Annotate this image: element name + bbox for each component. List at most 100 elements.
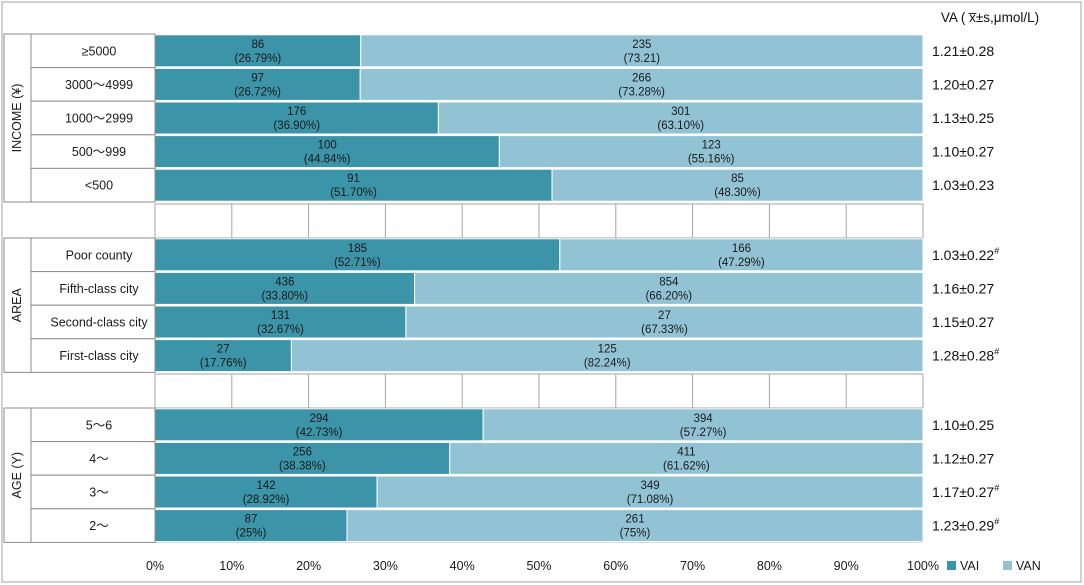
significance-mark: # [994, 347, 999, 357]
category-label: 5～6 [86, 418, 112, 432]
category-label: 4～ [89, 452, 108, 466]
category-label: Poor county [66, 248, 133, 262]
bar-van [376, 475, 924, 509]
van-count-label: 349 [640, 480, 659, 492]
vai-count-label: 294 [309, 413, 329, 425]
bar-vai [154, 238, 561, 272]
bar-vai [154, 509, 348, 543]
legend-label: VAN [1016, 559, 1041, 573]
category-cell [30, 237, 156, 273]
vai-percent-label: (52.71%) [334, 257, 381, 269]
stat-value: 1.03±0.22# [932, 246, 999, 263]
x-tick-label: 100% [907, 559, 939, 573]
x-tick-label: 90% [834, 559, 859, 573]
van-percent-label: (47.29%) [718, 257, 765, 269]
vai-count-label: 91 [347, 173, 360, 185]
stat-value: 1.12±0.27 [932, 450, 994, 466]
column-header: VA ( x̅±s,μmol/L) [941, 10, 1039, 25]
x-tick-label: 0% [146, 559, 164, 573]
category-label: 3000～4999 [65, 78, 133, 92]
vai-percent-label: (25%) [236, 528, 267, 540]
category-label: 3～ [89, 486, 108, 500]
x-tick-label: 20% [296, 559, 321, 573]
bar-vai [154, 441, 451, 475]
category-cell [30, 304, 156, 340]
stat-value: 1.13±0.25 [932, 110, 994, 126]
vai-percent-label: (17.76%) [200, 358, 247, 370]
group-label: INCOME (¥) [10, 84, 24, 153]
van-percent-label: (61.62%) [663, 460, 710, 472]
bar-van [360, 34, 924, 68]
vai-count-label: 256 [293, 446, 312, 458]
category-label: 2～ [89, 519, 108, 533]
table-layer: INCOME (¥) ≥5000 3000～4999 1000～2999 500～999… [3, 33, 156, 543]
category-label: ≥5000 [82, 44, 117, 58]
stat-value: 1.15±0.27 [932, 314, 994, 330]
van-percent-label: (75%) [620, 528, 651, 540]
van-count-label: 854 [659, 276, 679, 288]
van-count-label: 123 [702, 140, 721, 152]
bar-van [290, 339, 924, 373]
category-label: Second-class city [50, 316, 148, 330]
bar-van [437, 101, 924, 135]
x-tick-label: 10% [219, 559, 244, 573]
van-count-label: 394 [693, 413, 713, 425]
vai-count-label: 97 [251, 72, 264, 84]
vai-percent-label: (44.84%) [304, 154, 351, 166]
vai-count-label: 100 [318, 140, 337, 152]
van-count-label: 411 [677, 446, 695, 458]
van-percent-label: (48.30%) [714, 187, 761, 199]
van-percent-label: (73.28%) [618, 86, 665, 98]
van-percent-label: (57.27%) [680, 427, 727, 439]
van-count-label: 85 [731, 173, 744, 185]
bar-van [449, 441, 924, 475]
van-count-label: 266 [632, 72, 651, 84]
van-percent-label: (66.20%) [645, 290, 692, 302]
stat-value: 1.16±0.27 [932, 280, 994, 296]
category-cell [30, 33, 156, 69]
bar-vai [154, 135, 500, 169]
stat-value: 1.17±0.27# [932, 483, 999, 500]
van-percent-label: (71.08%) [627, 494, 674, 506]
vai-count-label: 86 [251, 39, 264, 51]
vai-percent-label: (33.80%) [261, 290, 308, 302]
van-percent-label: (67.33%) [641, 324, 688, 336]
vai-count-label: 185 [348, 243, 367, 255]
text-layer: VA ( x̅±s,μmol/L) 86 (26.79%) 235 (73.21) 1.2… [146, 10, 1041, 573]
group-label: AGE (Y) [10, 452, 24, 499]
legend-label: VAI [960, 559, 979, 573]
van-percent-label: (82.24%) [584, 358, 631, 370]
x-tick-label: 40% [450, 559, 475, 573]
stat-value: 1.03±0.23 [932, 177, 994, 193]
van-count-label: 166 [732, 243, 751, 255]
category-label: <500 [85, 179, 113, 193]
significance-mark: # [994, 246, 999, 256]
category-cell [30, 67, 156, 102]
bar-van [346, 509, 924, 543]
x-tick-label: 70% [680, 559, 705, 573]
vai-percent-label: (38.38%) [279, 460, 326, 472]
stat-value: 1.20±0.27 [932, 76, 994, 92]
vai-count-label: 27 [217, 344, 230, 356]
stat-value: 1.28±0.28# [932, 347, 999, 364]
vai-percent-label: (36.90%) [273, 120, 320, 132]
bar-van [359, 67, 924, 101]
group-cell [3, 33, 32, 203]
group-label: AREA [10, 288, 24, 323]
stat-value: 1.23±0.29# [932, 517, 999, 534]
stat-value: 1.10±0.27 [932, 144, 994, 160]
stat-value: 1.10±0.25 [932, 417, 994, 433]
van-percent-label: (73.21) [624, 53, 661, 65]
x-tick-label: 80% [757, 559, 782, 573]
category-cell [30, 271, 156, 306]
bar-vai [154, 475, 378, 509]
category-label: First-class city [59, 349, 139, 363]
bar-vai [154, 305, 407, 339]
category-cell [30, 167, 156, 203]
vai-percent-label: (26.79%) [235, 53, 282, 65]
category-label: 500～999 [72, 145, 126, 159]
category-cell [30, 338, 156, 373]
category-cell [30, 100, 156, 136]
legend-swatch-van [1003, 561, 1012, 570]
